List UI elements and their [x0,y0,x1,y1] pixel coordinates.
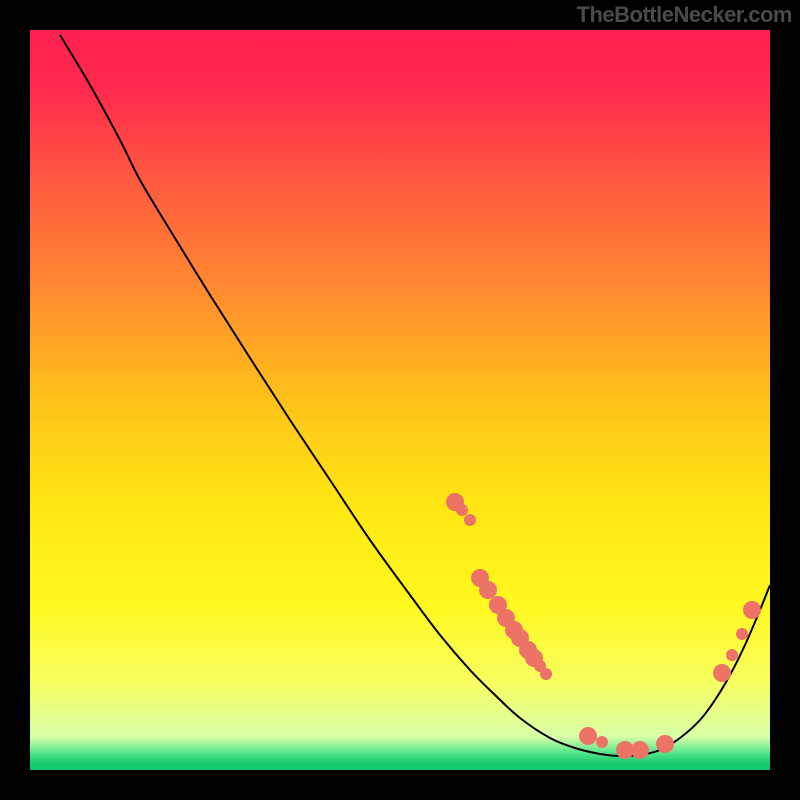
chart-frame: TheBottleNecker.com [0,0,800,800]
chart-svg [30,30,770,770]
curve-marker [726,649,738,661]
curve-marker [464,514,476,526]
curve-marker [596,736,608,748]
curve-marker [656,735,674,753]
curve-marker [456,504,468,516]
curve-marker [631,741,649,759]
curve-marker [736,628,748,640]
curve-marker [479,581,497,599]
watermark-text: TheBottleNecker.com [577,2,792,28]
gradient-background [30,30,770,770]
curve-marker [713,664,731,682]
curve-marker [743,601,761,619]
plot-area [30,30,770,770]
curve-marker [579,727,597,745]
curve-marker [540,668,552,680]
